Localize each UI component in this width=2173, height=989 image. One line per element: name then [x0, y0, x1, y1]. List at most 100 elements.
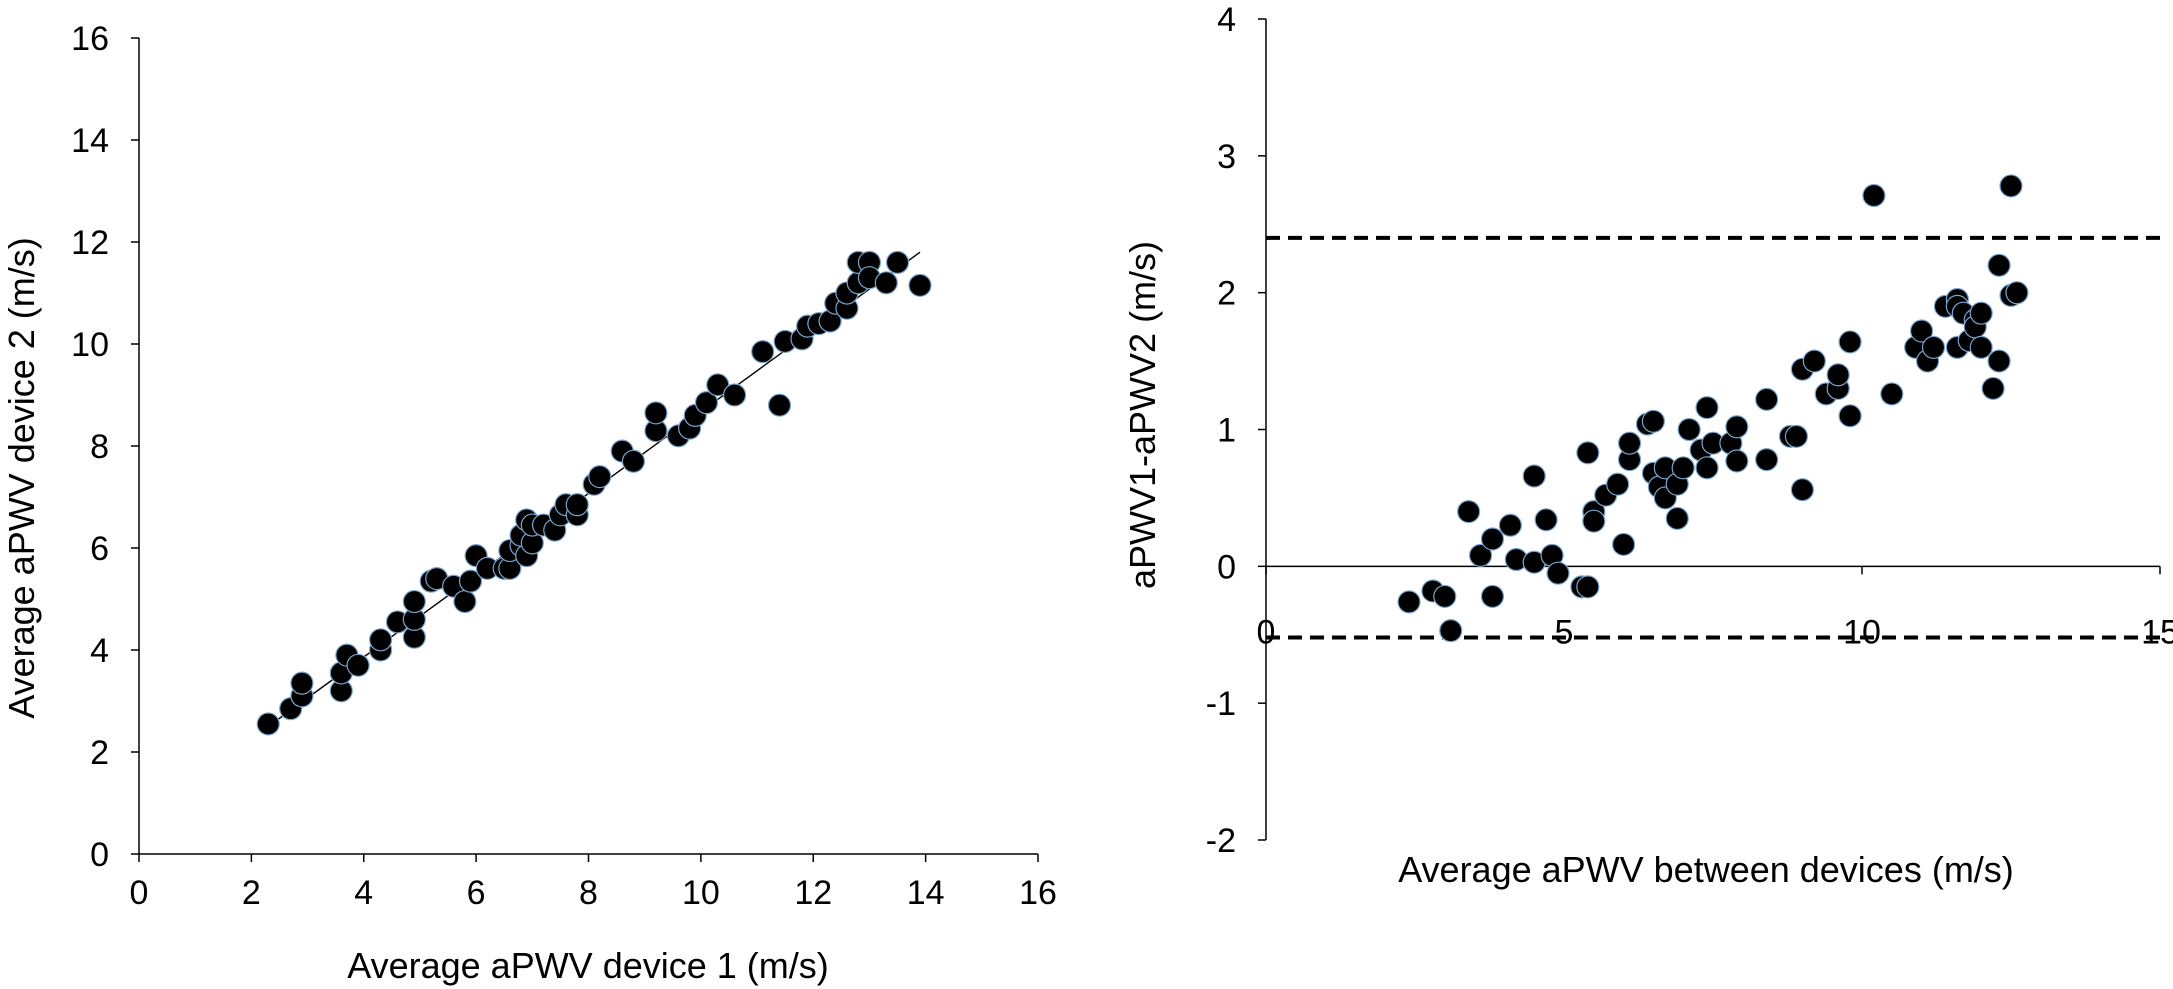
right-data-point [1838, 404, 1862, 428]
left-data-point [722, 383, 747, 407]
left-data-point [453, 589, 477, 614]
left-x-tick-label: 0 [130, 874, 149, 912]
right-data-point [1582, 509, 1606, 533]
right-data-point [1909, 319, 1934, 343]
right-data-point [1755, 387, 1779, 411]
right-data-point [1695, 456, 1719, 480]
right-data-point [1862, 183, 1886, 208]
right-data-point [1999, 174, 2023, 198]
left-y-tick-label: 14 [71, 122, 109, 160]
left-y-tick-label: 12 [71, 224, 109, 262]
left-x-tick-label: 8 [579, 874, 598, 912]
right-y-axis-label: aPWV1-aPWV2 (m/s) [1122, 241, 1163, 589]
right-data-point [1606, 472, 1630, 496]
left-data-point [588, 465, 612, 489]
left-x-tick-label: 4 [354, 874, 373, 912]
left-data-point [346, 653, 370, 677]
left-data-point [621, 449, 646, 473]
left-data-point [402, 589, 426, 614]
right-data-point [1784, 424, 1809, 448]
right-data-point [1671, 456, 1695, 480]
right-data-point [1921, 335, 1946, 359]
left-data-point [908, 273, 932, 297]
left-x-tick-label: 10 [682, 874, 720, 912]
right-data-point [1480, 527, 1505, 551]
right-data-point [1498, 513, 1522, 537]
right-data-point [1969, 335, 1993, 359]
right-data-point [1576, 441, 1600, 465]
left-y-tick-label: 16 [71, 20, 109, 58]
right-data-point [1987, 349, 2011, 373]
right-x-axis-label: Average aPWV between devices (m/s) [1398, 849, 2014, 890]
left-data-point [706, 373, 730, 397]
right-y-tick-label: 0 [1217, 548, 1236, 586]
right-y-tick-label: -1 [1206, 685, 1236, 723]
right-data-point [1397, 590, 1421, 614]
right-data-point [1576, 575, 1600, 599]
left-data-point [767, 393, 792, 417]
right-data-point [1838, 330, 1862, 354]
left-data-point [256, 712, 280, 736]
right-data-point [1433, 584, 1457, 609]
left-scatter-chart: 0 2 4 6 8 10 12 14 16 0 2 4 6 8 10 12 14 16 Average aPWV … [1, 20, 1057, 986]
right-data-point [1611, 532, 1636, 557]
left-data-point [694, 391, 719, 415]
right-data-point [1987, 253, 2011, 277]
right-y-tick-label: 3 [1217, 138, 1236, 176]
right-data-point [1546, 561, 1570, 585]
right-data-point [1534, 508, 1558, 532]
left-data-point [458, 569, 483, 593]
right-x-tick-label: 15 [2141, 613, 2173, 651]
left-data-point [885, 250, 910, 274]
right-y-tick-label: -2 [1206, 822, 1236, 860]
right-data-point [1522, 464, 1546, 488]
right-data-point [1826, 363, 1850, 387]
right-x-tick-label: 5 [1555, 613, 1574, 651]
right-data-point [1880, 382, 1904, 406]
right-data-point [1617, 431, 1642, 455]
left-x-tick-label: 12 [794, 874, 832, 912]
right-data-point [1981, 376, 2005, 401]
left-x-tick-label: 16 [1019, 874, 1057, 912]
right-data-point [1802, 349, 1826, 373]
right-data-point [1457, 500, 1481, 524]
left-marks: 0 2 4 6 8 10 12 14 16 0 2 4 6 8 10 12 14 16 [71, 20, 1057, 912]
left-y-tick-label: 10 [71, 326, 109, 364]
right-data-point [1790, 478, 1815, 502]
right-marks: -2 -1 0 1 2 3 4 0 5 10 15 [1206, 1, 2173, 860]
left-y-tick-label: 4 [90, 632, 109, 670]
left-y-tick-label: 0 [90, 836, 109, 874]
right-data-point [1439, 619, 1463, 643]
right-data-point [1755, 448, 1779, 472]
left-y-axis-label: Average aPWV device 2 (m/s) [1, 237, 42, 719]
right-y-tick-label: 4 [1217, 1, 1236, 39]
right-bland-altman-chart: -2 -1 0 1 2 3 4 0 5 10 15 Average aPWV between dev… [1122, 1, 2173, 890]
right-data-point [1665, 506, 1689, 531]
right-y-tick-label: 1 [1217, 412, 1236, 450]
left-x-tick-label: 2 [242, 874, 261, 912]
right-data-point [1480, 584, 1505, 609]
right-data-point [1969, 301, 1993, 325]
left-data-point [290, 671, 314, 695]
left-x-tick-label: 14 [907, 874, 945, 912]
left-data-point [644, 401, 668, 425]
left-x-tick-label: 6 [467, 874, 486, 912]
right-y-tick-label: 2 [1217, 275, 1236, 313]
right-data-point [1695, 396, 1719, 420]
left-data-point [751, 340, 775, 364]
left-data-point [369, 628, 393, 652]
left-y-tick-label: 2 [90, 734, 109, 772]
left-x-axis-label: Average aPWV device 1 (m/s) [347, 945, 829, 986]
left-y-tick-label: 8 [90, 428, 109, 466]
left-data-point [874, 271, 898, 295]
right-x-tick-label: 10 [1843, 613, 1881, 651]
right-data-point [1641, 409, 1666, 433]
right-data-point [1677, 417, 1701, 442]
right-data-point [1468, 543, 1493, 567]
left-data-point [565, 493, 589, 517]
right-data-point [1725, 415, 1749, 439]
right-data-point [1725, 449, 1749, 473]
right-data-point [2005, 281, 2029, 305]
left-y-tick-label: 6 [90, 530, 109, 568]
